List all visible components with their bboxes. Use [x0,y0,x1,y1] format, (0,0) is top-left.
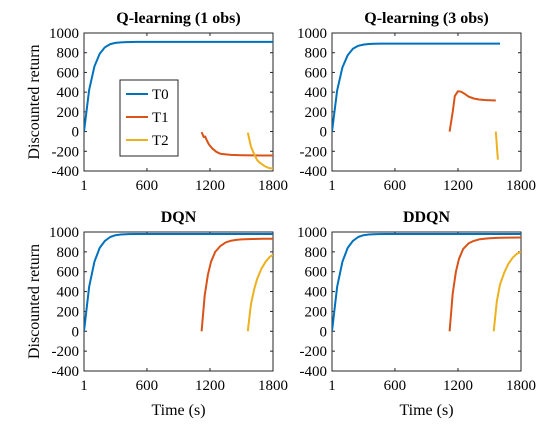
y-tick-label: 400 [305,85,328,101]
y-tick-label: -400 [52,164,80,180]
x-tick-label: 1 [80,178,88,194]
series-line-t0 [332,42,500,132]
y-tick-label: 600 [57,265,80,281]
y-tick-label: 1000 [49,225,79,241]
y-tick-label: 1000 [297,225,327,241]
series-line-t0 [332,233,521,332]
panel-title: DDQN [403,209,451,226]
y-tick-label: -200 [52,144,80,160]
series-line-t2 [246,132,273,170]
series-line-t1 [448,236,521,332]
y-tick-label: 400 [305,285,328,301]
x-tick-label: 1200 [195,178,225,194]
x-axis-label: Time (s) [399,402,453,419]
panel-title: Q-learning (3 obs) [364,10,488,27]
y-tick-label: 200 [57,304,80,320]
y-axis-label: Discounted return [26,244,43,359]
y-tick-label: 1000 [49,26,79,42]
x-tick-label: 1200 [195,378,225,394]
y-tick-label: -400 [300,164,328,180]
series-line-t1 [448,90,496,132]
panel-title: DQN [161,209,197,226]
x-tick-label: 1 [328,178,336,194]
series-line-t2 [246,253,273,332]
x-tick-label: 1200 [443,378,473,394]
series-line-t1 [200,131,273,157]
y-tick-label: 0 [72,324,80,340]
y-tick-label: 200 [57,105,80,121]
y-tick-label: 600 [305,265,328,281]
y-tick-label: 800 [57,245,80,261]
y-tick-label: 800 [57,46,80,62]
y-tick-label: 800 [305,46,328,62]
x-tick-label: 600 [384,378,407,394]
x-tick-label: 600 [136,178,159,194]
y-tick-label: 200 [305,105,328,121]
x-tick-label: 1200 [443,178,473,194]
plot-frame [331,231,522,372]
legend-label: T1 [152,110,169,126]
y-tick-label: 400 [57,85,80,101]
series-line-t0 [84,40,273,132]
series-line-t2 [494,131,499,160]
y-tick-label: 200 [305,304,328,320]
series-line-t2 [492,250,521,332]
x-tick-label: 1800 [506,178,536,194]
y-tick-label: 0 [72,125,80,141]
x-tick-label: 600 [384,178,407,194]
y-tick-label: 600 [57,65,80,81]
series-line-t1 [200,237,273,332]
x-tick-label: 600 [136,378,159,394]
plot-frame [331,32,522,172]
y-tick-label: 800 [305,245,328,261]
y-tick-label: -200 [300,144,328,160]
y-tick-label: 400 [57,285,80,301]
x-tick-label: 1 [80,378,88,394]
legend-label: T0 [152,87,169,103]
y-tick-label: -400 [300,364,328,380]
y-tick-label: 1000 [297,26,327,42]
series-line-t0 [84,233,273,332]
y-tick-label: -200 [300,344,328,360]
plot-frame [83,231,274,372]
y-axis-label: Discounted return [26,44,43,159]
legend: T0 T1 T2 [119,79,179,157]
x-axis-label: Time (s) [151,402,205,419]
x-tick-label: 1800 [258,178,288,194]
x-tick-label: 1 [328,378,336,394]
y-tick-label: -200 [52,344,80,360]
y-tick-label: 0 [320,125,328,141]
legend-label: T2 [152,133,169,149]
y-tick-label: -400 [52,364,80,380]
x-tick-label: 1800 [506,378,536,394]
y-tick-label: 0 [320,324,328,340]
x-tick-label: 1800 [258,378,288,394]
y-tick-label: 600 [305,65,328,81]
panel-title: Q-learning (1 obs) [116,10,240,27]
